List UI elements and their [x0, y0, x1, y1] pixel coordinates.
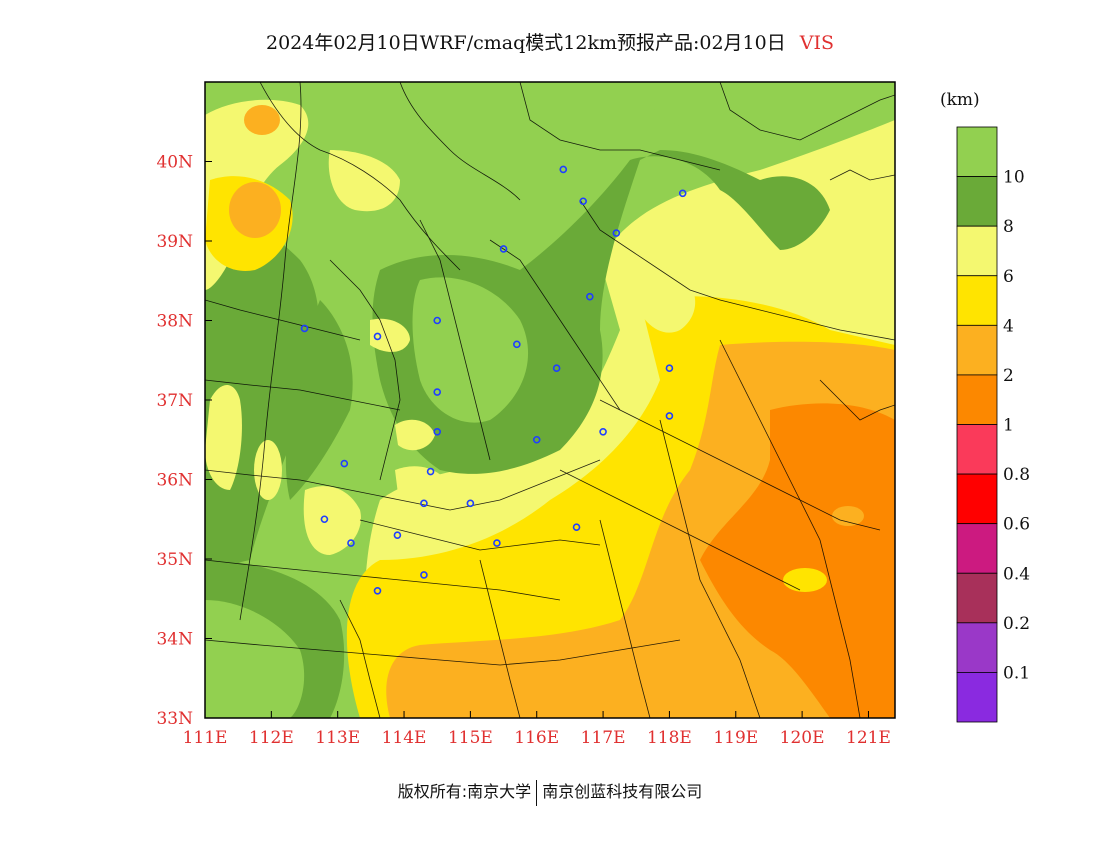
colorbar-unit: (km): [940, 90, 980, 110]
city-station-marker: [665, 364, 674, 373]
city-station-marker: [579, 197, 587, 206]
lat-label: 38N: [156, 312, 193, 332]
colorbar-bin: [956, 424, 998, 475]
colorbar: 10 8 6 4 2 1 0.8 0.6 0.4 0.2 0.1: [956, 126, 1030, 723]
lon-label: 113E: [315, 728, 360, 748]
colorbar-label: 10: [1003, 168, 1025, 188]
city-station-marker: [493, 539, 501, 547]
city-station-marker: [433, 388, 442, 396]
city-station-marker: [559, 165, 568, 174]
colorbar-bin: [956, 523, 998, 574]
city-station-marker: [320, 515, 329, 524]
lat-label: 35N: [156, 550, 193, 570]
lon-label: 114E: [382, 728, 427, 748]
colorbar-label: 0.4: [1003, 564, 1030, 584]
colorbar-bin: [956, 176, 998, 227]
title-variable: VIS: [799, 32, 834, 54]
city-station-marker: [612, 229, 621, 237]
lat-label: 36N: [156, 471, 193, 491]
city-station-marker: [433, 427, 442, 436]
lat-label: 39N: [156, 232, 193, 252]
lon-label: 118E: [647, 728, 692, 748]
lon-label: 111E: [183, 728, 228, 748]
colorbar-label: 1: [1003, 416, 1014, 436]
title-main: 2024年02月10日WRF/cmaq模式12km预报产品:02月10日: [266, 32, 786, 54]
city-station-marker: [393, 531, 402, 539]
city-station-marker: [420, 571, 428, 579]
city-station-marker: [499, 245, 508, 253]
lon-label: 120E: [780, 728, 825, 748]
visibility-field: [205, 82, 895, 718]
city-station-marker: [420, 499, 428, 508]
colorbar-bin: [956, 225, 998, 277]
lon-label: 112E: [249, 728, 294, 748]
lon-label: 121E: [846, 728, 891, 748]
colorbar-label: 0.1: [1003, 663, 1030, 683]
city-station-marker: [340, 459, 349, 468]
colorbar-bin: [956, 672, 998, 723]
copyright-separator: [536, 779, 538, 806]
lat-label: 34N: [156, 630, 193, 650]
city-station-marker: [300, 324, 309, 333]
colorbar-bin: [956, 126, 998, 177]
city-station-marker: [572, 523, 581, 532]
colorbar-label: 4: [1003, 316, 1014, 336]
city-station-marker: [466, 499, 475, 508]
city-station-marker: [552, 364, 561, 373]
colorbar-label: 0.8: [1003, 465, 1030, 485]
city-station-marker: [373, 586, 382, 595]
colorbar-bin: [956, 275, 998, 326]
city-station-marker: [426, 467, 435, 476]
lat-label: 33N: [156, 709, 193, 729]
colorbar-bin: [956, 572, 998, 624]
colorbar-label: 0.6: [1003, 515, 1030, 535]
lat-label: 37N: [156, 391, 193, 411]
colorbar-label: 8: [1003, 217, 1014, 237]
colorbar-bin: [956, 473, 998, 525]
map-title: 2024年02月10日WRF/cmaq模式12km预报产品:02月10日 VIS: [0, 28, 1100, 55]
colorbar-label: 6: [1003, 267, 1014, 287]
copyright: 版权所有:南京大学 南京创蓝科技有限公司: [0, 778, 1100, 806]
city-station-marker: [373, 332, 382, 341]
city-station-marker: [347, 539, 355, 547]
station-layer: [300, 165, 687, 595]
colorbar-bin: [956, 622, 998, 673]
lat-label: 40N: [156, 153, 193, 173]
city-station-marker: [665, 412, 674, 420]
copyright-right: 南京创蓝科技有限公司: [542, 782, 703, 801]
lon-label: 115E: [448, 728, 493, 748]
city-station-marker: [433, 316, 442, 325]
city-station-marker: [532, 435, 541, 444]
city-station-marker: [678, 189, 687, 198]
lon-label: 117E: [581, 728, 626, 748]
city-station-marker: [599, 427, 607, 436]
boundary-lines: [205, 82, 895, 718]
colorbar-label: 2: [1003, 366, 1014, 386]
axis-layer: 111E 112E 113E 114E 115E 116E 117E 118E 119E 120E…: [156, 153, 890, 749]
lon-label: 116E: [514, 728, 559, 748]
colorbar-bin: [956, 374, 998, 425]
city-station-marker: [513, 340, 521, 349]
city-station-marker: [586, 292, 594, 301]
copyright-left: 版权所有:南京大学: [397, 782, 532, 801]
colorbar-label: 0.2: [1003, 614, 1030, 634]
lon-label: 119E: [713, 728, 758, 748]
colorbar-bin: [956, 324, 998, 376]
